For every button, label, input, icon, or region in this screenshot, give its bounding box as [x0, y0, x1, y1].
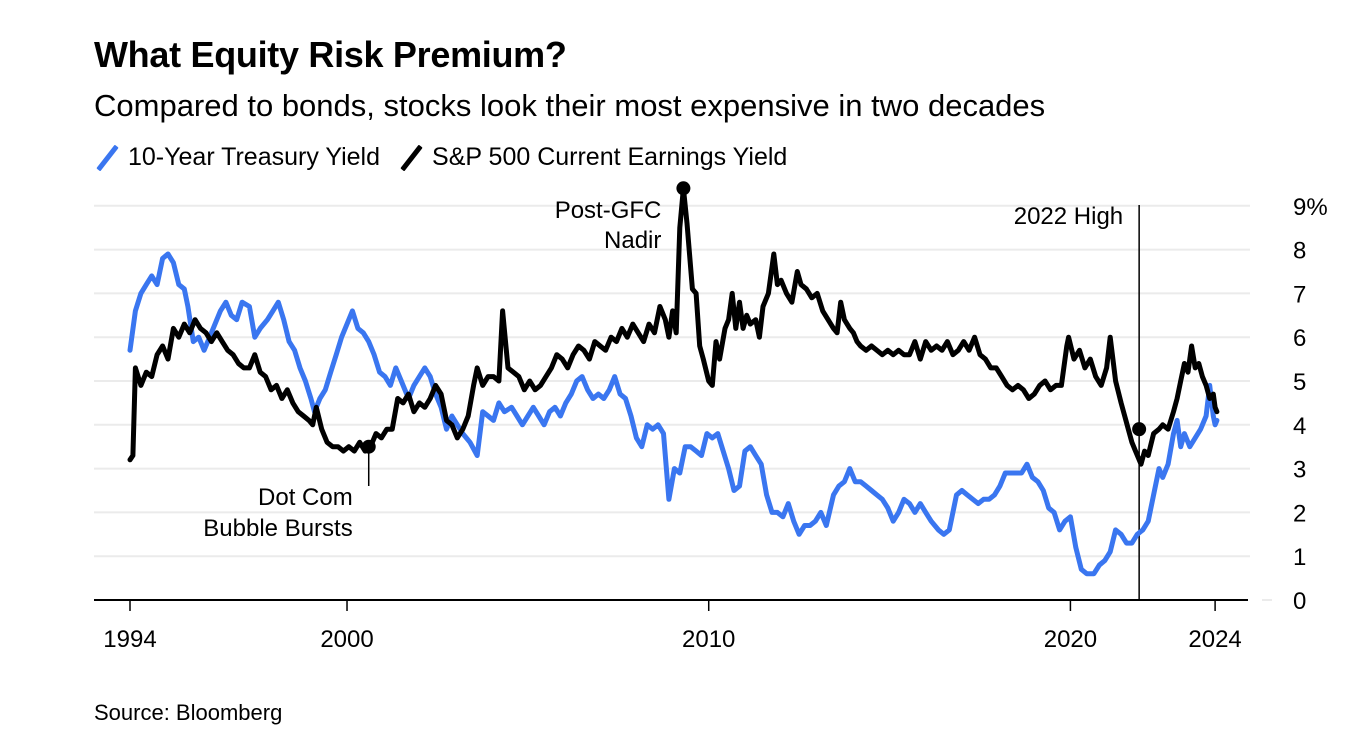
source-note: Source: Bloomberg — [94, 700, 283, 725]
x-tick-label: 2020 — [1044, 626, 1097, 653]
series-lines — [127, 185, 1220, 577]
x-axis: 1994 2000 2010 2020 2024 — [94, 599, 1248, 653]
y-tick-label: 2 — [1293, 500, 1306, 527]
annotation-dot — [676, 181, 691, 196]
legend: 10-Year Treasury Yield S&P 500 Current E… — [94, 142, 805, 172]
annotation-label: 2022 High — [1014, 203, 1123, 230]
y-tick-label: 0 — [1293, 588, 1306, 615]
chart-title: What Equity Risk Premium? — [94, 34, 567, 75]
y-tick-label: 9% — [1293, 194, 1328, 221]
series-line-treasury-yield — [127, 251, 1220, 577]
chart-subtitle: Compared to bonds, stocks look their mos… — [94, 88, 1046, 123]
legend-item-treasury: 10-Year Treasury Yield — [94, 142, 380, 172]
annotation-dot — [1132, 422, 1147, 437]
legend-label: S&P 500 Current Earnings Yield — [432, 142, 788, 171]
y-tick-label: 7 — [1293, 281, 1306, 308]
legend-label: 10-Year Treasury Yield — [128, 142, 381, 171]
annotation-label: Dot Com — [258, 484, 353, 511]
x-tick-label: 2024 — [1188, 626, 1241, 653]
y-axis: 0 1 2 3 4 5 6 7 8 9% — [1293, 194, 1328, 615]
legend-item-earnings-yield: S&P 500 Current Earnings Yield — [398, 142, 787, 172]
series-line-earnings-yield — [127, 185, 1220, 467]
x-tick-label: 1994 — [103, 626, 156, 653]
x-tick-label: 2010 — [682, 626, 735, 653]
y-tick-label: 1 — [1293, 544, 1306, 571]
y-tick-label: 6 — [1293, 325, 1306, 352]
y-tick-label: 5 — [1293, 369, 1306, 396]
y-tick-label: 8 — [1293, 238, 1306, 265]
x-tick-label: 2000 — [320, 626, 373, 653]
annotation-label: Nadir — [604, 227, 661, 254]
y-tick-label: 3 — [1293, 457, 1306, 484]
annotations: Post-GFC Nadir Dot Com Bubble Bursts 2022 Hi… — [203, 181, 1147, 542]
annotation-label: Post-GFC — [555, 197, 662, 224]
annotation-label: Bubble Bursts — [203, 515, 352, 542]
y-tick-label: 4 — [1293, 413, 1306, 440]
